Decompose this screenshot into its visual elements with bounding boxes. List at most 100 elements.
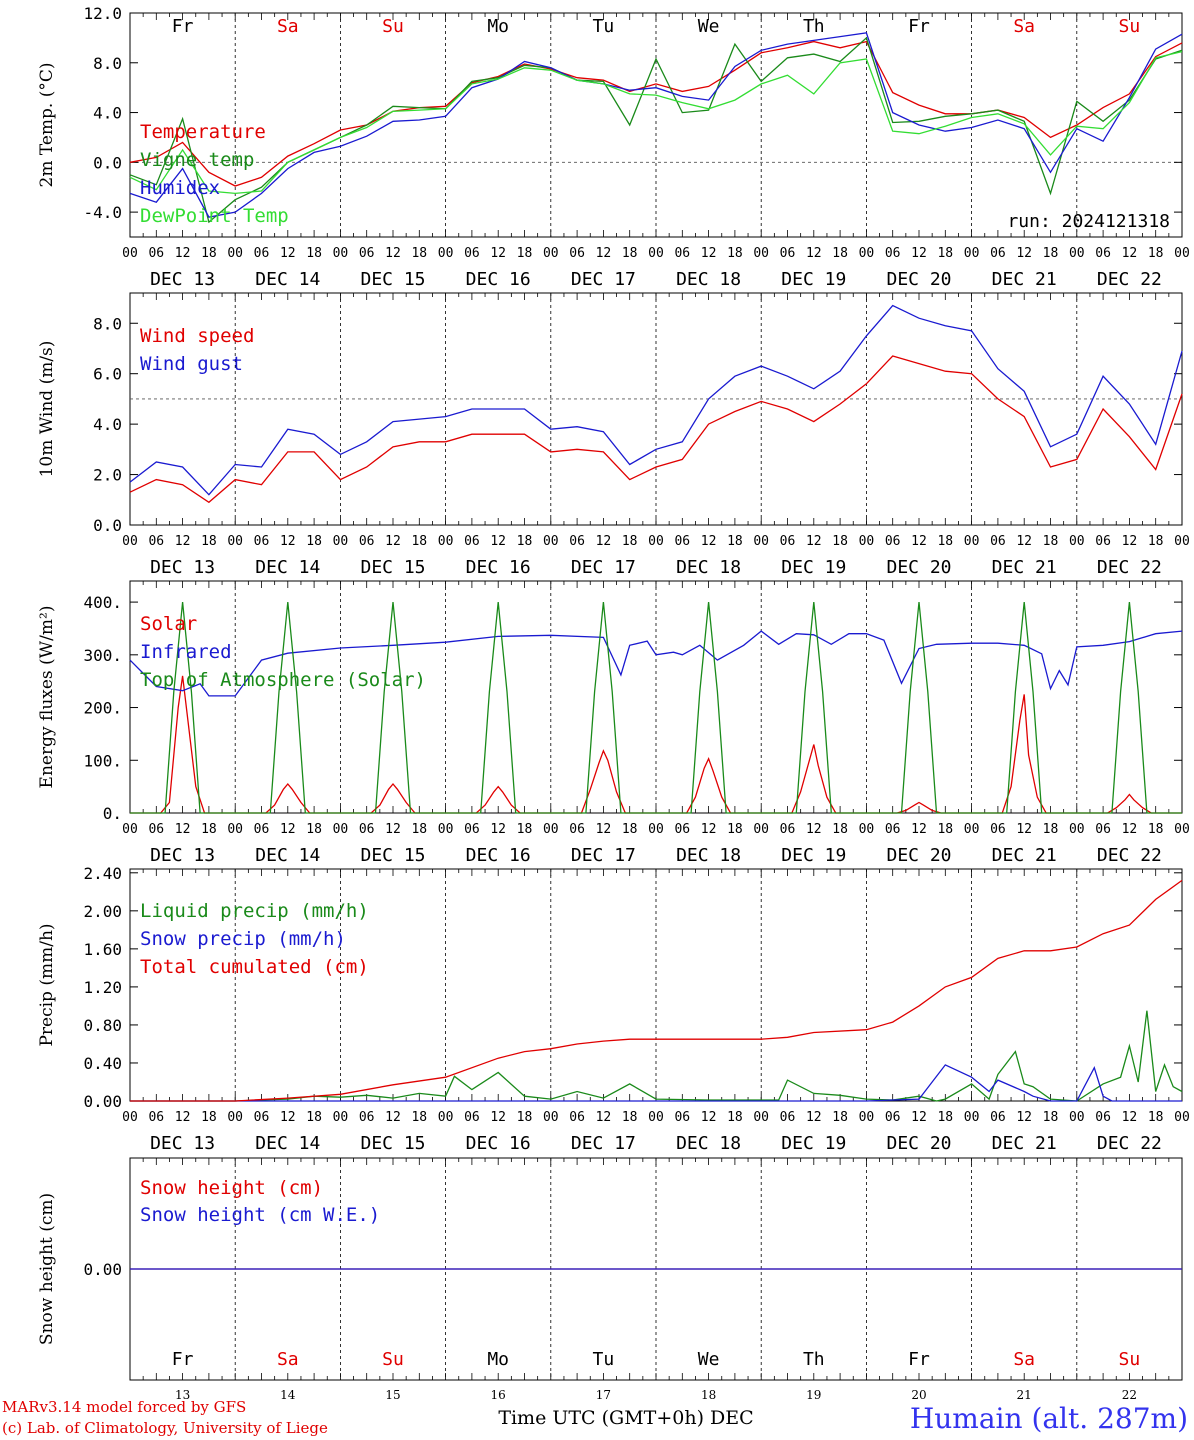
day-number: 16	[491, 1388, 506, 1402]
legend-entry: Liquid precip (mm/h)	[140, 900, 369, 922]
hour-label: 12	[1016, 1110, 1032, 1125]
date-label: DEC 17	[571, 1133, 636, 1154]
hour-label: 06	[674, 246, 690, 261]
date-label: DEC 20	[886, 557, 951, 578]
day-name: Sa	[1013, 1349, 1035, 1370]
hour-label: 12	[911, 534, 927, 549]
y-axis-title: Energy fluxes (W/m²)	[37, 606, 57, 789]
y-tick-label: 100.	[83, 751, 122, 770]
hour-label: 18	[201, 822, 217, 837]
date-label: DEC 18	[676, 845, 741, 866]
hour-label: 06	[885, 1110, 901, 1125]
hour-label: 00	[753, 822, 769, 837]
series-line-precip-2	[130, 879, 1183, 1102]
date-label: DEC 21	[992, 269, 1057, 290]
panel-wind: 8.0 6.0 4.0 2.0 0.0 10m Wind (m/s) Wind speed W…	[37, 292, 1190, 578]
hour-label: 06	[254, 534, 270, 549]
hour-label: 00	[543, 1110, 559, 1125]
date-label: DEC 15	[360, 557, 425, 578]
run-label: run: 2024121318	[1007, 211, 1170, 232]
day-name: Fr	[908, 16, 930, 37]
date-label: DEC 21	[992, 1133, 1057, 1154]
legend-entry: DewPoint Temp	[140, 205, 289, 227]
legend-entry: Solar	[140, 613, 197, 635]
station-title: Humain (alt. 287m)	[909, 1402, 1188, 1435]
legend-entry: Vigne temp	[140, 149, 254, 171]
y-axis-title: Precip (mm/h)	[37, 923, 57, 1046]
hour-label: 06	[359, 246, 375, 261]
date-label: DEC 15	[360, 1133, 425, 1154]
day-name: Th	[803, 16, 825, 37]
date-label: DEC 16	[466, 269, 531, 290]
hour-label: 12	[490, 1110, 506, 1125]
hour-label: 00	[648, 246, 664, 261]
day-name: Fr	[172, 1349, 194, 1370]
y-tick-label: 0.80	[83, 1016, 122, 1035]
y-tick-label: 2.40	[83, 864, 122, 883]
legend-entry: Top of Atmosphere (Solar)	[140, 669, 426, 691]
hour-label: 12	[596, 246, 612, 261]
hour-label: 00	[964, 822, 980, 837]
hour-label: 00	[227, 534, 243, 549]
hour-label: 06	[780, 534, 796, 549]
hour-label: 06	[1095, 822, 1111, 837]
y-tick-label: 4.0	[93, 104, 122, 123]
hour-label: 00	[543, 246, 559, 261]
panel-snow: 0.00 Snow height (cm) Snow height (cm) Snow…	[37, 1157, 1183, 1429]
panel-precip: 2.40 2.00 1.60 1.20 0.80 0.40 0.00 Precip (mm/h…	[37, 864, 1190, 1154]
hour-label: 12	[806, 246, 822, 261]
hour-label: 12	[1016, 822, 1032, 837]
hour-label: 12	[806, 534, 822, 549]
hour-label: 06	[254, 246, 270, 261]
hour-label: 06	[1095, 534, 1111, 549]
hour-label: 12	[1122, 534, 1138, 549]
date-label: DEC 13	[150, 1133, 215, 1154]
day-number: 21	[1017, 1388, 1032, 1402]
hour-label: 06	[464, 1110, 480, 1125]
day-name: Sa	[277, 1349, 299, 1370]
date-label: DEC 18	[676, 1133, 741, 1154]
date-label: DEC 19	[781, 845, 846, 866]
hour-label: 12	[175, 246, 191, 261]
hour-label: 18	[937, 1110, 953, 1125]
hour-label: 00	[859, 246, 875, 261]
hour-label: 18	[1043, 822, 1059, 837]
y-tick-label: 0.00	[83, 1260, 122, 1279]
hour-label: 00	[648, 1110, 664, 1125]
series-line-precip-0	[130, 1010, 1183, 1102]
hour-label: 12	[701, 534, 717, 549]
hour-label: 00	[753, 534, 769, 549]
series-line-energy-1	[129, 630, 1183, 697]
y-tick-label: 1.20	[83, 978, 122, 997]
hour-label: 12	[385, 822, 401, 837]
hour-label: 12	[1122, 246, 1138, 261]
hour-label: 18	[622, 822, 638, 837]
day-number: 18	[701, 1388, 716, 1402]
hour-label: 12	[1016, 246, 1032, 261]
hour-label: 18	[937, 822, 953, 837]
day-number: 20	[911, 1388, 926, 1402]
hour-label: 00	[333, 534, 349, 549]
hour-label: 12	[911, 246, 927, 261]
hour-label: 12	[280, 534, 296, 549]
hour-label: 18	[622, 534, 638, 549]
date-label: DEC 16	[466, 557, 531, 578]
hour-label: 06	[569, 246, 585, 261]
credit-line-model: MARv3.14 model forced by GFS	[2, 1398, 247, 1416]
hour-label: 06	[148, 822, 164, 837]
y-tick-label: 0.0	[93, 516, 122, 535]
hour-label: 12	[701, 1110, 717, 1125]
hour-label: 06	[1095, 246, 1111, 261]
y-tick-label: 0.40	[83, 1054, 122, 1073]
hour-label: 12	[806, 1110, 822, 1125]
hour-label: 12	[280, 1110, 296, 1125]
hour-label: 06	[359, 1110, 375, 1125]
series-line-temperature-3	[129, 50, 1183, 195]
hour-label: 12	[175, 534, 191, 549]
hour-label: 00	[333, 822, 349, 837]
hour-label: 00	[964, 1110, 980, 1125]
hour-label: 18	[1043, 246, 1059, 261]
series-line-precip-1	[130, 1064, 1182, 1102]
hour-label: 12	[490, 534, 506, 549]
date-label: DEC 14	[255, 1133, 320, 1154]
